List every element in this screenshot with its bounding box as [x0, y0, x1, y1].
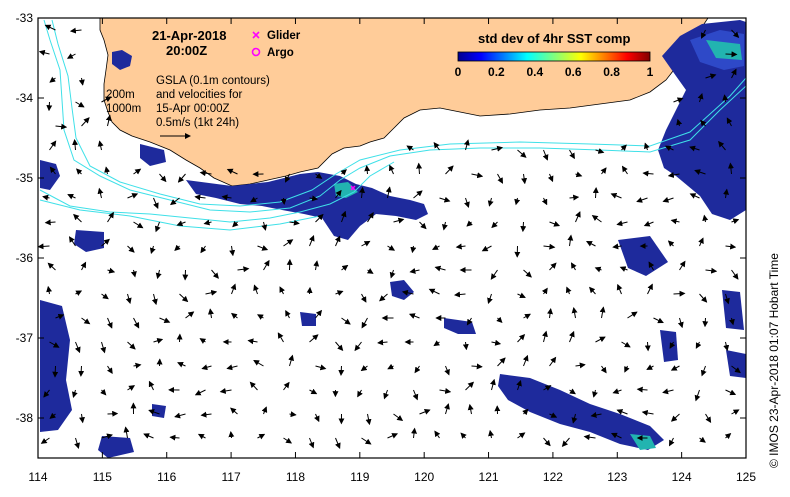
- velocity-arrow: [674, 293, 685, 294]
- velocity-arrow: [341, 366, 342, 375]
- depth-200-label: 200m: [106, 89, 135, 101]
- colorbar-tick-label: 0.8: [603, 65, 620, 79]
- gsla-line-1: GSLA (0.1m contours): [156, 75, 270, 87]
- depth-1000-label: 1000m: [106, 103, 141, 115]
- velocity-arrow: [231, 432, 232, 438]
- velocity-arrow: [46, 222, 56, 223]
- velocity-arrow: [310, 288, 311, 294]
- lat-tick-label: -37: [16, 331, 34, 345]
- velocity-arrow: [648, 342, 649, 350]
- velocity-arrow: [596, 188, 597, 198]
- credit-label: © IMOS 23-Apr-2018 01:07 Hobart Time: [767, 253, 781, 468]
- lon-tick-label: 116: [157, 470, 176, 484]
- lat-tick-label: -34: [16, 91, 34, 105]
- lat-tick-label: -38: [16, 411, 34, 425]
- velocity-scale-label: 0.5m/s (1kt 24h): [156, 117, 239, 129]
- colorbar-tick-label: 0: [455, 65, 462, 79]
- velocity-arrow: [55, 366, 56, 377]
- colorbar-tick-label: 0.4: [526, 65, 543, 79]
- velocity-arrow: [705, 318, 706, 326]
- lon-tick-label: 118: [286, 470, 305, 484]
- lon-tick-label: 114: [28, 470, 47, 484]
- glider-legend-label: Glider: [267, 30, 301, 42]
- lon-tick-label: 115: [93, 470, 112, 484]
- time-label: 20:00Z: [166, 43, 207, 58]
- lon-tick-label: 119: [350, 470, 369, 484]
- velocity-arrow: [726, 54, 737, 55]
- colorbar-tick-label: 0.2: [488, 65, 505, 79]
- velocity-arrow: [81, 366, 82, 376]
- lat-tick-label: -33: [16, 11, 34, 25]
- argo-legend-label: Argo: [267, 47, 294, 59]
- velocity-arrow: [49, 102, 50, 110]
- date-label: 21-Apr-2018: [152, 28, 226, 43]
- velocity-arrow: [284, 198, 285, 204]
- lon-tick-label: 122: [543, 470, 563, 484]
- lon-tick-label: 125: [736, 470, 756, 484]
- velocity-arrow: [523, 222, 524, 231]
- lon-tick-label: 121: [479, 470, 499, 484]
- lat-tick-label: -36: [16, 251, 34, 265]
- velocity-arrow: [39, 246, 50, 247]
- lon-tick-label: 124: [672, 470, 692, 484]
- colorbar-gradient: [458, 52, 650, 61]
- lon-tick-label: 117: [222, 470, 241, 484]
- gsla-line-3: 15-Apr 00:00Z: [156, 103, 230, 115]
- colorbar-title: std dev of 4hr SST comp: [478, 31, 630, 46]
- lon-tick-label: 120: [414, 470, 434, 484]
- colorbar-tick-label: 0.6: [565, 65, 582, 79]
- lat-tick-label: -35: [16, 171, 34, 185]
- gsla-line-2: and velocities for: [156, 89, 242, 101]
- colorbar-tick-label: 1: [647, 65, 654, 79]
- lon-tick-label: 123: [607, 470, 627, 484]
